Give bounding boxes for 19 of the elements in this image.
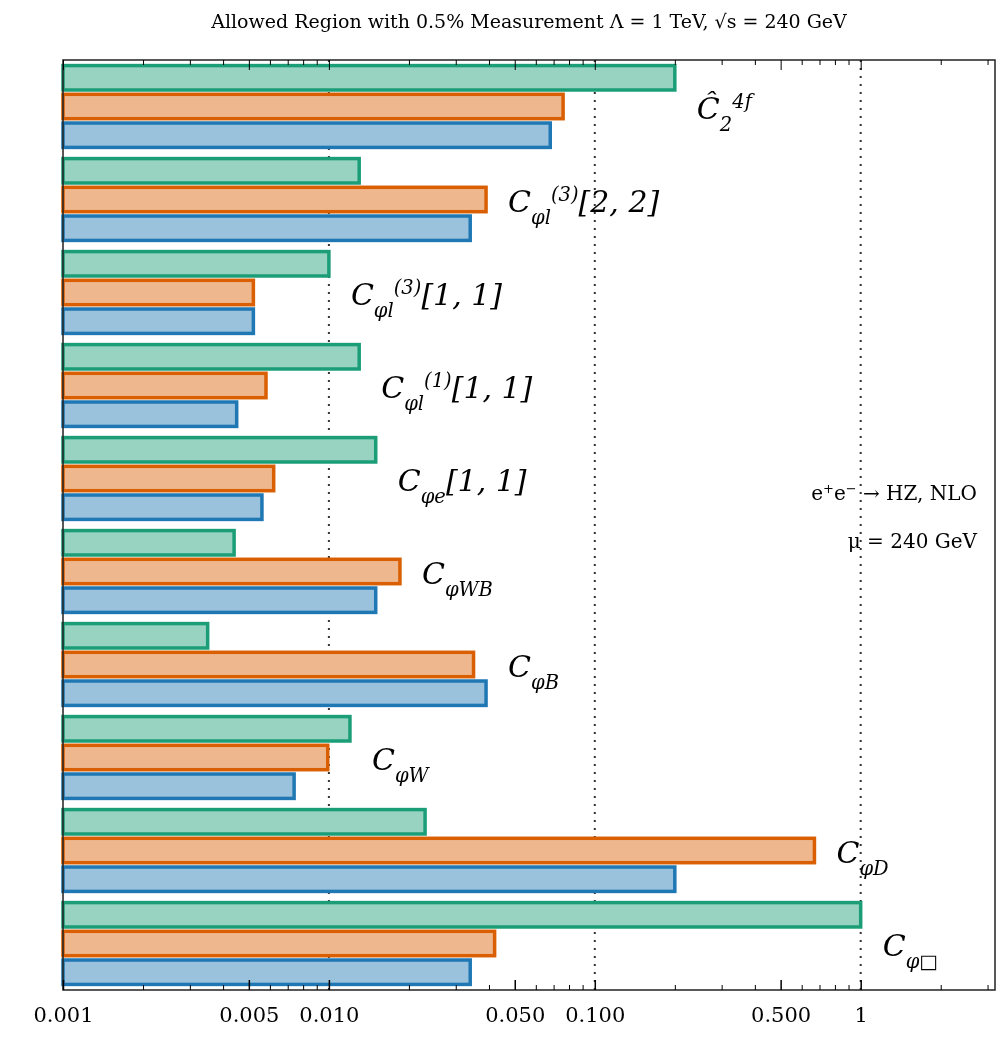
x-tick-label: 0.010 [299,1003,360,1028]
y-tick-label: C$_{φ□}$ [882,927,938,972]
y-tick-label: C$_{φD}$ [836,834,890,879]
text: 0.001 [33,1003,94,1028]
y-tick-label: C$_{φB}$ [508,648,560,693]
y-tick-label: C$_{φWB}$ [421,555,493,600]
annotation: e$^{+}$e$^{−}$ → HZ, NLO [811,480,977,505]
y-tick-label: C$_{φl}$$^{(1)}$[1, 1] [381,368,533,414]
x-tick-label: 0.005 [219,1003,280,1028]
x-tick-label: 0.050 [485,1003,546,1028]
annotation: μ = 240 GeV [847,529,978,553]
x-tick-label: 1 [854,1003,868,1028]
y-tick-label: C$_{φl}$$^{(3)}$[1, 1] [350,275,503,321]
x-tick-label: 0.500 [751,1003,812,1028]
chart-title: Allowed Region with 0.5% Measurement Λ = 1 TeV, √s = 240 GeV [210,10,848,32]
y-tick-label: C$_{φe}$[1, 1] [397,462,527,507]
y-tick-label: C$_{φl}$$^{(3)}$[2, 2] [508,182,660,228]
y-tick-label: C$_{φW}$ [371,741,431,786]
x-tick-label: 0.100 [565,1003,626,1028]
